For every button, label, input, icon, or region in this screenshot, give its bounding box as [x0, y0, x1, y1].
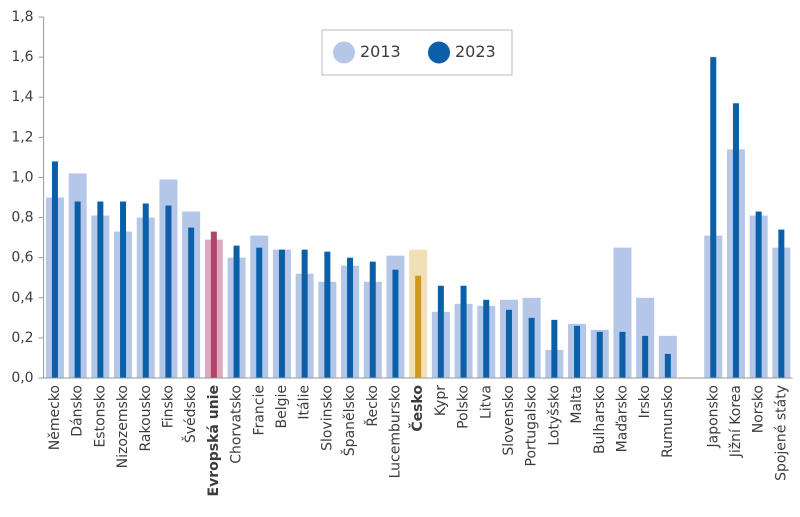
x-tick-label: Irsko: [637, 385, 653, 418]
x-tick-label: Polsko: [456, 385, 472, 429]
x-tick-label: Bulharsko: [592, 385, 608, 454]
bar: [710, 57, 717, 378]
bar: [301, 249, 308, 378]
x-tick-label: Lucembursko: [387, 385, 403, 478]
bar: [732, 103, 739, 378]
legend: 2013 2023: [321, 29, 513, 76]
x-tick-label: Litva: [478, 385, 494, 419]
bar: [551, 319, 558, 378]
x-tick-label: Chorvatsko: [229, 385, 245, 464]
y-tick-label: 0,0: [11, 370, 33, 386]
bar: [188, 227, 195, 378]
bar: [392, 269, 399, 378]
bar: [74, 201, 81, 378]
x-tick-label: Španělsko: [340, 385, 358, 456]
x-tick-label: Česko: [408, 385, 426, 432]
x-tick-label: Estonsko: [92, 385, 108, 448]
x-tick-label: Rakousko: [138, 385, 154, 452]
x-tick-label: Maďarsko: [614, 385, 630, 452]
x-tick-label: Německo: [47, 385, 63, 450]
x-tick-label: Švédsko: [181, 385, 199, 443]
bar: [233, 245, 240, 378]
legend-label: 2013: [360, 42, 401, 61]
y-tick-label: 1,0: [11, 169, 33, 185]
x-tick-label: Slovinsko: [319, 385, 335, 451]
x-tick-label: Finsko: [160, 385, 176, 428]
x-tick-label: Spojené státy: [773, 385, 789, 481]
bar: [755, 211, 762, 378]
bar: [120, 201, 127, 378]
x-tick-label: Řecko: [364, 385, 381, 427]
y-tick-label: 1,2: [11, 129, 33, 145]
x-tick-label: Jižní Korea: [728, 385, 744, 458]
bar: [642, 335, 649, 378]
x-tick-label: Evropská unie: [206, 385, 222, 496]
bar: [596, 331, 603, 378]
x-tick-label: Nizozemsko: [115, 385, 131, 468]
y-tick-label: 0,8: [11, 210, 33, 226]
legend-marker: [428, 41, 450, 64]
y-tick-label: 0,2: [11, 330, 33, 346]
bar: [460, 285, 467, 378]
bar: [574, 325, 581, 378]
x-tick-label: Lotyšsko: [546, 385, 562, 446]
x-tick-label: Belgie: [274, 385, 290, 429]
x-tick-label: Dánsko: [70, 385, 86, 437]
bar: [97, 201, 104, 378]
x-tick-label: Malta: [569, 385, 585, 424]
bar: [210, 231, 217, 378]
legend-marker: [333, 41, 355, 64]
bar: [528, 317, 535, 378]
bar: [619, 331, 626, 378]
bar: [778, 229, 785, 378]
x-tick-label: Portugalsko: [524, 385, 540, 466]
legend-label: 2023: [455, 42, 496, 61]
bar: [415, 275, 422, 378]
bar: [437, 285, 444, 378]
x-tick-label: Rumunsko: [660, 385, 676, 458]
bar: [369, 261, 376, 378]
bar: [256, 247, 263, 378]
y-tick-label: 1,6: [11, 49, 33, 65]
x-tick-label: Itálie: [297, 385, 313, 420]
y-tick-label: 1,4: [11, 89, 33, 105]
x-tick-label: Slovensko: [501, 385, 517, 456]
bar: [278, 249, 285, 378]
y-tick-label: 0,4: [11, 290, 33, 306]
bar: [664, 353, 671, 378]
x-tick-label: Norsko: [751, 385, 767, 433]
bar: [505, 309, 512, 378]
bar: [324, 251, 331, 378]
bar: [142, 203, 149, 378]
x-tick-label: Kypr: [433, 385, 449, 416]
x-tick-label: Japonsko: [705, 385, 721, 449]
bar: [347, 257, 354, 378]
x-tick-label: Francie: [251, 385, 267, 435]
bar: [613, 247, 632, 378]
y-tick-label: 1,8: [11, 9, 33, 25]
bar: [165, 205, 172, 378]
bar: [483, 299, 490, 378]
y-tick-label: 0,6: [11, 250, 33, 266]
bar: [51, 161, 58, 378]
